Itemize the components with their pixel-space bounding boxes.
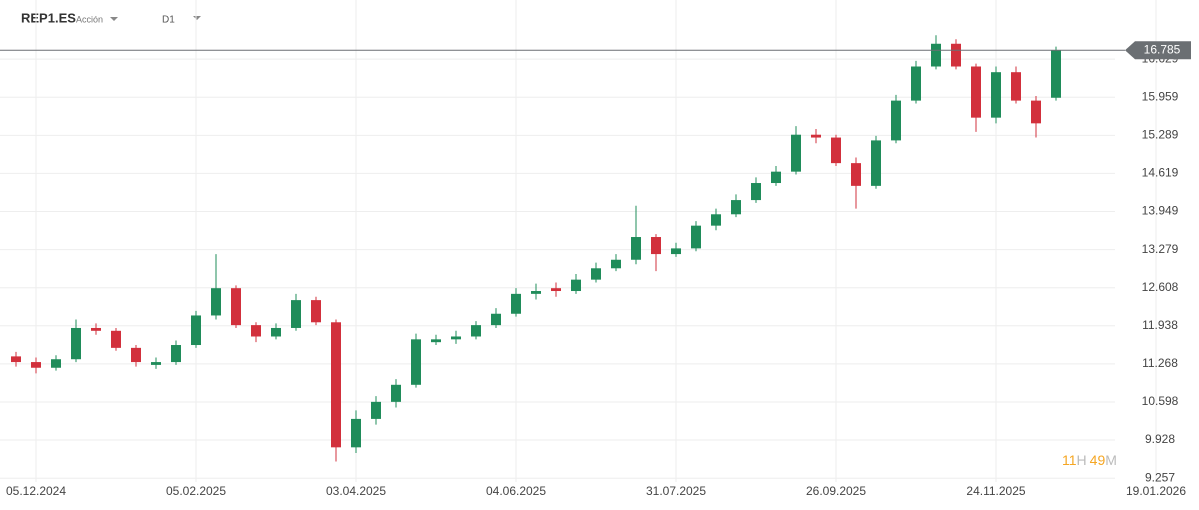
candle-body bbox=[731, 200, 741, 215]
y-tick-label: 11.938 bbox=[1142, 318, 1178, 332]
x-tick-label: 24.11.2025 bbox=[966, 484, 1025, 498]
last-price-tag bbox=[1125, 41, 1191, 60]
candle-body bbox=[291, 300, 301, 328]
y-tick-label: 12.608 bbox=[1142, 280, 1179, 294]
last-price-label: 16.785 bbox=[1144, 42, 1181, 56]
candle-body bbox=[991, 72, 1001, 118]
candle-body bbox=[251, 325, 261, 337]
candle-body bbox=[871, 140, 881, 186]
y-tick-label: 9.928 bbox=[1145, 432, 1175, 446]
y-tick-label: 15.289 bbox=[1142, 128, 1179, 142]
candle-body bbox=[411, 339, 421, 385]
candle-body bbox=[511, 293, 521, 314]
candle-body bbox=[171, 345, 181, 363]
candle-body bbox=[691, 225, 701, 249]
y-tick-label: 10.598 bbox=[1142, 394, 1179, 408]
symbol[interactable]: REP1.ES bbox=[21, 10, 76, 25]
x-tick-label: 05.02.2025 bbox=[166, 484, 226, 498]
candle-body bbox=[531, 291, 541, 294]
candle-body bbox=[831, 137, 841, 164]
x-tick-label: 04.06.2025 bbox=[486, 484, 546, 498]
candle-body bbox=[911, 66, 921, 101]
candle-body bbox=[1031, 100, 1041, 124]
symbol-dropdown[interactable] bbox=[110, 17, 118, 21]
candle-body bbox=[1011, 72, 1021, 101]
x-tick-label: 03.04.2025 bbox=[326, 484, 386, 498]
candle-body bbox=[71, 327, 81, 360]
y-tick-label: 11.268 bbox=[1142, 356, 1178, 370]
candle-body bbox=[851, 163, 861, 186]
candle-body bbox=[431, 339, 441, 343]
candle-body bbox=[211, 288, 221, 316]
y-tick-label: 15.959 bbox=[1142, 89, 1179, 103]
candle-body bbox=[891, 100, 901, 141]
candle-body bbox=[791, 134, 801, 172]
candle-body bbox=[491, 313, 501, 326]
candle-body bbox=[751, 183, 761, 201]
timeframe[interactable]: D1 bbox=[162, 15, 175, 26]
candle-body bbox=[191, 315, 201, 346]
candle-body bbox=[51, 359, 61, 368]
candle-body bbox=[811, 134, 821, 138]
y-tick-label: 13.279 bbox=[1142, 242, 1179, 256]
candle-body bbox=[351, 418, 361, 448]
candle-body bbox=[271, 327, 281, 337]
candle-body bbox=[551, 288, 561, 292]
candle-body bbox=[771, 171, 781, 184]
candle-body bbox=[311, 300, 321, 323]
candle-body bbox=[631, 237, 641, 260]
countdown: 11H 49M bbox=[1062, 452, 1117, 468]
candle-body bbox=[111, 330, 121, 348]
candle-body bbox=[231, 288, 241, 326]
candle-body bbox=[1051, 50, 1061, 98]
candle-body bbox=[31, 362, 41, 368]
x-tick-label: 26.09.2025 bbox=[806, 484, 866, 498]
x-tick-label: 19.01.2026 bbox=[1126, 484, 1186, 498]
candle-body bbox=[611, 259, 621, 269]
y-tick-label: 14.619 bbox=[1142, 166, 1179, 180]
candle-body bbox=[931, 43, 941, 67]
candle-body bbox=[711, 214, 721, 226]
candle-body bbox=[471, 325, 481, 337]
candle-body bbox=[591, 268, 601, 280]
candle-body bbox=[331, 322, 341, 448]
candle-body bbox=[151, 362, 161, 365]
candle-body bbox=[451, 336, 461, 340]
candle-body bbox=[671, 248, 681, 255]
candle-body bbox=[11, 356, 21, 363]
y-tick-label: 13.949 bbox=[1142, 204, 1179, 218]
candle-body bbox=[951, 43, 961, 67]
candle-body bbox=[391, 384, 401, 402]
candle-body bbox=[91, 327, 101, 331]
timeframe-dropdown[interactable] bbox=[193, 16, 201, 20]
asset-kind: Acción bbox=[76, 14, 103, 24]
x-tick-label: 05.12.2024 bbox=[6, 484, 66, 498]
candle-body bbox=[651, 237, 661, 255]
candle-body bbox=[971, 66, 981, 118]
candle-body bbox=[371, 401, 381, 419]
y-tick-label: 9.257 bbox=[1145, 470, 1175, 484]
candle-body bbox=[131, 347, 141, 363]
candle-body bbox=[571, 279, 581, 292]
x-tick-label: 31.07.2025 bbox=[646, 484, 706, 498]
